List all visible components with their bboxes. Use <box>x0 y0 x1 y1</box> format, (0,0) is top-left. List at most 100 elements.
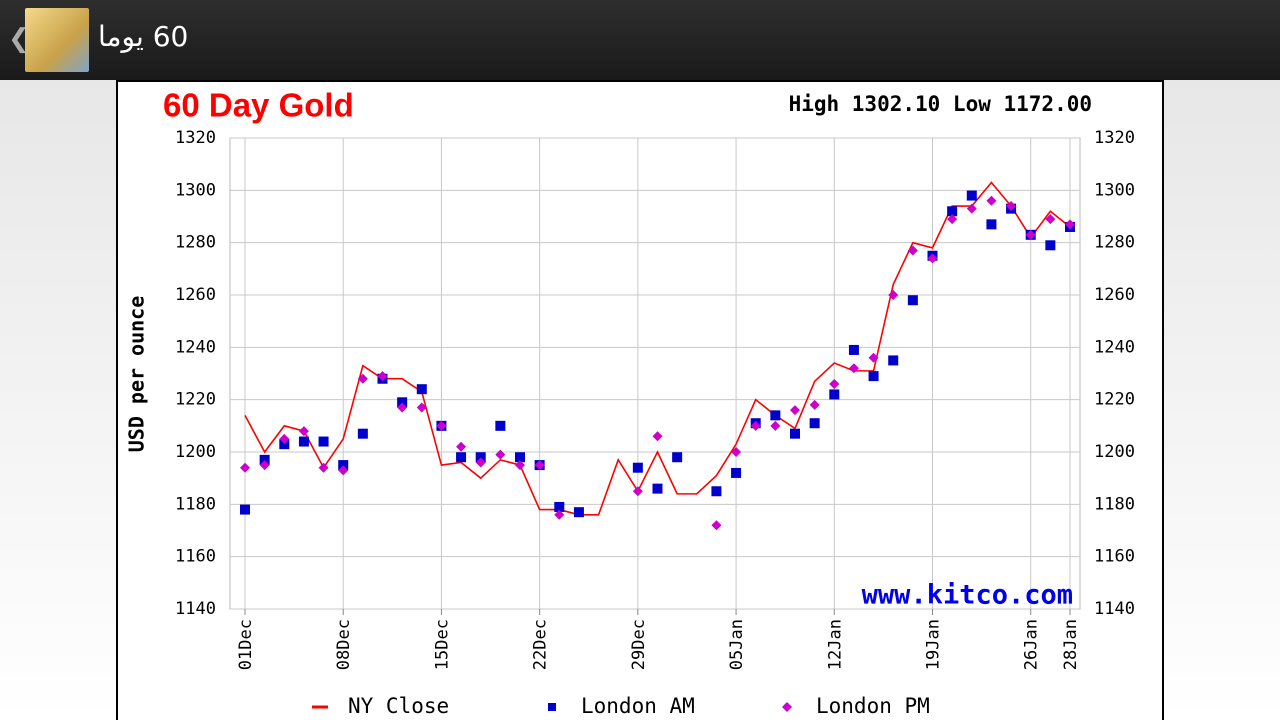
point-square <box>848 344 859 355</box>
point-diamond <box>436 420 447 431</box>
point-diamond <box>377 371 388 382</box>
point-square <box>456 452 467 463</box>
point-square <box>279 439 290 450</box>
y-tick-label-right: 1320 <box>1094 128 1135 148</box>
point-diamond <box>357 373 368 384</box>
point-square <box>790 428 800 439</box>
x-tick-label: 28Jan <box>1061 619 1081 670</box>
point-diamond <box>888 290 899 300</box>
point-diamond <box>809 399 820 410</box>
point-diamond <box>652 431 663 442</box>
x-tick-label: 19Jan <box>924 619 944 670</box>
point-square <box>397 397 408 408</box>
y-tick-label: 1200 <box>175 442 216 462</box>
y-tick-label-right: 1220 <box>1094 390 1135 410</box>
x-tick-label: 12Jan <box>825 619 845 670</box>
point-diamond <box>632 486 643 497</box>
point-diamond <box>475 457 486 468</box>
app-icon[interactable] <box>25 8 89 72</box>
point-diamond <box>750 420 761 431</box>
point-diamond <box>259 460 270 471</box>
point-square <box>652 483 663 494</box>
point-square <box>966 190 977 201</box>
point-square <box>711 486 722 497</box>
app-bar: ❮ 60 يوما <box>0 0 1280 80</box>
y-tick-label: 1260 <box>175 285 216 305</box>
x-tick-label: 08Dec <box>334 619 354 670</box>
point-diamond <box>1045 214 1056 225</box>
point-diamond <box>770 420 781 431</box>
y-tick-label: 1320 <box>175 128 216 148</box>
chart-panel <box>116 80 1164 720</box>
point-diamond <box>279 433 290 444</box>
point-square <box>907 295 918 306</box>
x-tick-label: 01Dec <box>236 619 256 670</box>
point-square <box>240 504 250 515</box>
point-diamond <box>790 405 800 416</box>
legend-label: NY Close <box>348 694 449 718</box>
point-diamond <box>1065 219 1075 230</box>
point-diamond <box>416 402 427 413</box>
y-tick-label: 1180 <box>175 494 216 514</box>
point-square <box>986 219 997 230</box>
point-square <box>416 384 427 395</box>
x-tick-label: 22Dec <box>531 619 551 670</box>
x-tick-label: 29Dec <box>629 619 649 670</box>
point-diamond <box>298 426 309 437</box>
back-button[interactable]: ❮ <box>8 24 30 54</box>
point-diamond <box>731 447 742 457</box>
point-diamond <box>554 509 565 520</box>
point-square <box>259 454 270 465</box>
y-tick-label-right: 1240 <box>1094 337 1135 357</box>
point-square <box>770 410 781 421</box>
point-square <box>573 507 584 518</box>
point-square <box>868 371 879 382</box>
y-tick-label: 1160 <box>175 547 216 567</box>
point-diamond <box>927 253 938 264</box>
point-square <box>829 389 840 400</box>
y-tick-label-right: 1260 <box>1094 285 1135 305</box>
point-square <box>947 206 958 217</box>
y-tick-label: 1220 <box>175 390 216 410</box>
y-tick-label-right: 1140 <box>1094 599 1135 619</box>
point-diamond <box>338 465 349 476</box>
point-diamond <box>986 195 997 206</box>
x-tick-label: 15Dec <box>432 619 452 670</box>
point-square <box>1045 240 1056 251</box>
chart-title: 60 Day Gold <box>163 87 354 124</box>
point-diamond <box>907 245 918 256</box>
point-diamond <box>397 402 408 413</box>
y-tick-label-right: 1180 <box>1094 494 1135 514</box>
point-diamond <box>456 441 467 452</box>
legend-label: London PM <box>816 694 930 718</box>
point-diamond <box>868 352 879 363</box>
y-tick-label: 1240 <box>175 337 216 357</box>
point-square <box>672 452 683 463</box>
y-tick-label: 1280 <box>175 233 216 253</box>
x-tick-label: 05Jan <box>727 619 747 670</box>
point-square <box>318 436 329 447</box>
point-diamond <box>318 462 329 473</box>
watermark: www.kitco.com <box>862 580 1073 611</box>
point-square <box>515 452 525 463</box>
point-diamond <box>1025 229 1036 240</box>
chart-subtitle: High 1302.10 Low 1172.00 <box>789 92 1092 116</box>
point-square <box>809 418 820 429</box>
y-tick-label-right: 1160 <box>1094 547 1135 567</box>
point-square <box>731 467 742 478</box>
point-square <box>495 420 506 431</box>
x-tick-label: 26Jan <box>1022 619 1042 670</box>
point-diamond <box>711 520 722 531</box>
y-tick-label: 1300 <box>175 180 216 200</box>
point-diamond <box>848 363 859 374</box>
app-title: 60 يوما <box>98 20 189 53</box>
point-diamond <box>947 214 958 225</box>
point-diamond <box>515 460 525 471</box>
point-square <box>554 501 565 512</box>
y-tick-label: 1140 <box>175 599 216 619</box>
point-square <box>338 460 349 471</box>
point-diamond <box>495 449 506 460</box>
y-tick-label-right: 1280 <box>1094 233 1135 253</box>
legend-swatch <box>548 703 556 711</box>
